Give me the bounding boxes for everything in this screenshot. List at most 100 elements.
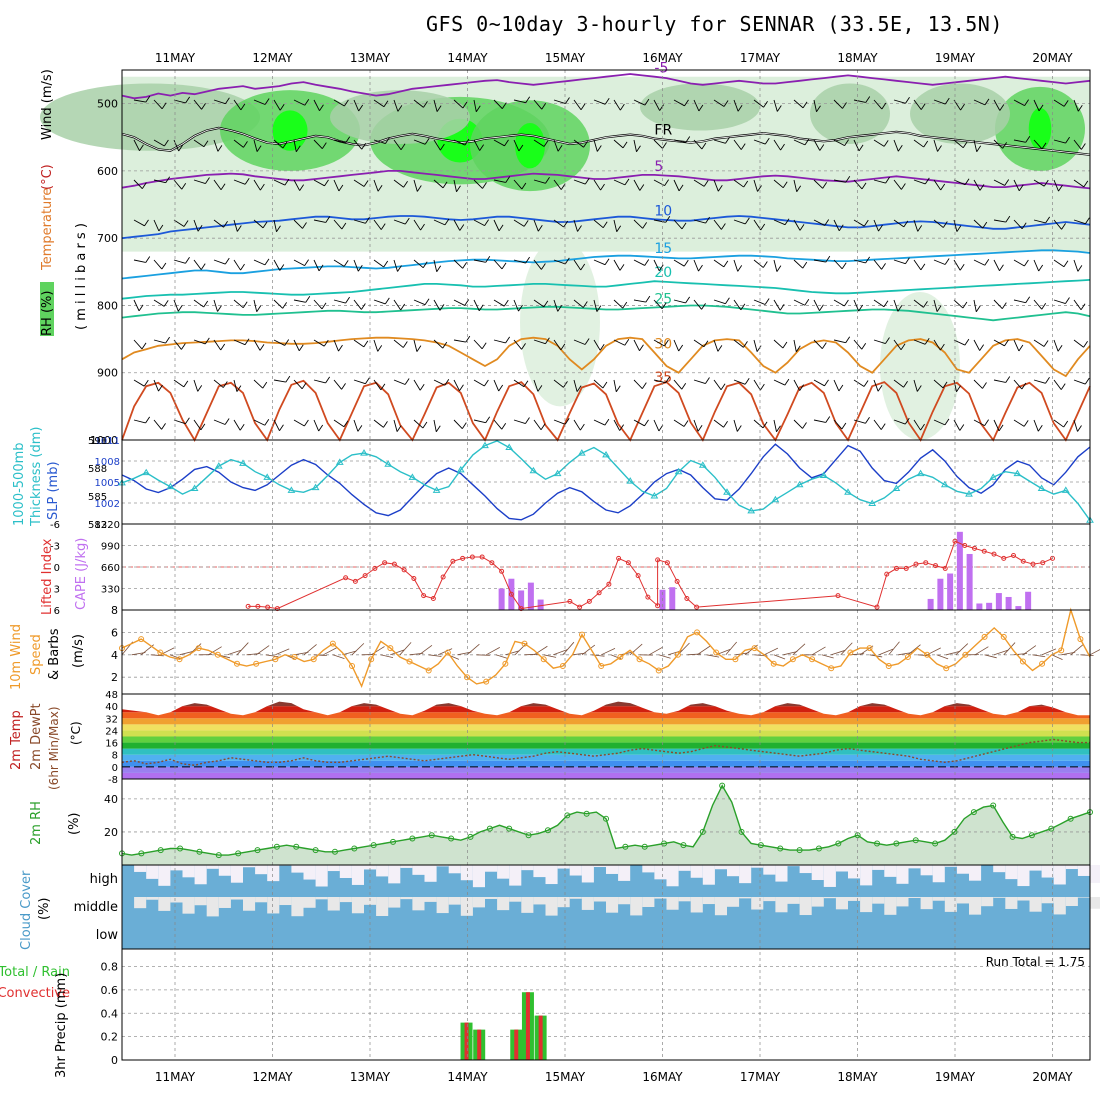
wind-barb-flag — [396, 425, 402, 432]
wind-barb-flag — [145, 256, 151, 263]
wind-barb — [933, 139, 938, 152]
wind-barb — [273, 99, 281, 111]
thickness-line-point — [940, 480, 949, 488]
wind-barb — [233, 219, 238, 232]
wind-barb — [693, 339, 705, 348]
rh-area — [40, 83, 260, 151]
wind-barb — [593, 299, 598, 312]
wind-barb-flag — [236, 385, 242, 392]
wind-barb-10m — [390, 649, 405, 656]
wind-barb-flag — [964, 338, 970, 346]
wind-barb-flag — [144, 219, 149, 227]
cloud-high-gap — [424, 865, 437, 882]
wind-barb-flag — [701, 303, 706, 310]
wind-barb-flag — [582, 301, 588, 308]
li-point — [981, 548, 987, 554]
wind-speed-line-point — [253, 660, 260, 667]
wind-barb — [973, 179, 981, 191]
slp-tick: 1011 — [95, 436, 120, 447]
wind-barb — [793, 419, 803, 429]
wind-barb-flag — [903, 380, 908, 388]
rh2-line-point — [215, 852, 222, 859]
rh2-line-point — [1028, 832, 1035, 839]
cloud-high-gap — [388, 865, 401, 884]
wind-barb-flag — [984, 98, 990, 106]
wind-barb-flag — [363, 180, 369, 187]
wind-barb — [673, 219, 683, 230]
wind-barb — [573, 419, 581, 431]
wind-barb — [193, 139, 205, 148]
cape-bar — [669, 587, 676, 610]
wind-barb-flag — [923, 301, 928, 308]
wind-barb-flag — [678, 344, 684, 352]
wind-barb-10m — [1051, 654, 1063, 660]
wind-barb — [1053, 379, 1062, 390]
wind-barb — [553, 299, 559, 312]
wind-barb — [333, 179, 340, 192]
wind-speed-line-point — [694, 629, 701, 636]
wind-barb — [893, 299, 899, 312]
wind-tick: 4 — [111, 649, 118, 662]
wind-barb — [833, 419, 843, 430]
wind-barb-flag — [164, 139, 169, 147]
date-bottom: 18MAY — [837, 1070, 878, 1084]
wind-barb-flag — [681, 222, 687, 230]
wind-barb-flag — [404, 378, 410, 385]
wind-barb — [653, 99, 661, 111]
cloud-middle-gap — [509, 897, 522, 902]
cloud-middle-gap — [303, 897, 316, 908]
wind-barb — [313, 259, 320, 272]
wind-barb-flag — [816, 105, 821, 112]
wind-barb — [1073, 339, 1084, 348]
wind-barb — [953, 379, 957, 392]
wind-speed-line-point — [579, 631, 586, 638]
wind-barb — [413, 299, 426, 306]
wind-barb-flag — [604, 98, 610, 105]
wind-barb-flag — [858, 304, 864, 312]
isotherm-15 — [121, 249, 1091, 280]
wind-speed-line-point — [1058, 647, 1065, 654]
wind-barb-flag — [259, 183, 265, 191]
cloud-high-gap — [291, 865, 304, 873]
cloud-high-gap — [1065, 865, 1078, 870]
wind-speed-line-point — [655, 667, 662, 674]
wind-barb-flag — [264, 98, 270, 105]
cloud-middle-gap — [690, 897, 703, 913]
cape-bar — [937, 578, 944, 610]
date-top: 19MAY — [935, 51, 976, 65]
date-bottom: 11MAY — [155, 1070, 196, 1084]
wind-speed-line-point — [1019, 658, 1026, 665]
ytick-label: 600 — [97, 165, 118, 178]
wind-barb-flag — [1077, 104, 1083, 112]
wind-barb — [673, 259, 685, 267]
wind-barb-flag — [1002, 142, 1008, 149]
wind-barb — [633, 139, 637, 152]
wind-barb — [613, 99, 621, 111]
wind-barb — [913, 419, 921, 431]
wind-barb-flag — [462, 262, 468, 269]
wind-barb — [133, 299, 140, 312]
temp-band — [122, 736, 1090, 743]
thickness-line-point — [190, 484, 199, 492]
wind-barb-flag — [858, 144, 864, 152]
wind-barb — [1073, 219, 1086, 225]
wind-barb — [253, 179, 261, 191]
rh2-line-point — [390, 838, 397, 845]
wind-barb — [913, 339, 926, 345]
wind-barb-flag — [344, 99, 349, 107]
wind-barb-flag — [464, 299, 470, 306]
wind-barb-flag — [1060, 383, 1066, 390]
wind10-unit: (m/s) — [71, 634, 86, 668]
wind-barb — [593, 179, 601, 191]
wind-barb-flag — [825, 416, 831, 423]
cloud-middle-gap — [993, 897, 1006, 898]
thickness-line-point — [868, 499, 877, 506]
wind-barb-10m — [486, 647, 500, 656]
rh-tick: 20 — [104, 826, 118, 839]
wind-barb-flag — [645, 295, 651, 303]
cloud-high-gap — [835, 865, 848, 872]
wind-barb-flag — [422, 421, 428, 429]
wind-barb-flag — [565, 97, 570, 104]
li-tick: 6 — [54, 606, 60, 617]
wind-barb-10m — [610, 654, 623, 660]
